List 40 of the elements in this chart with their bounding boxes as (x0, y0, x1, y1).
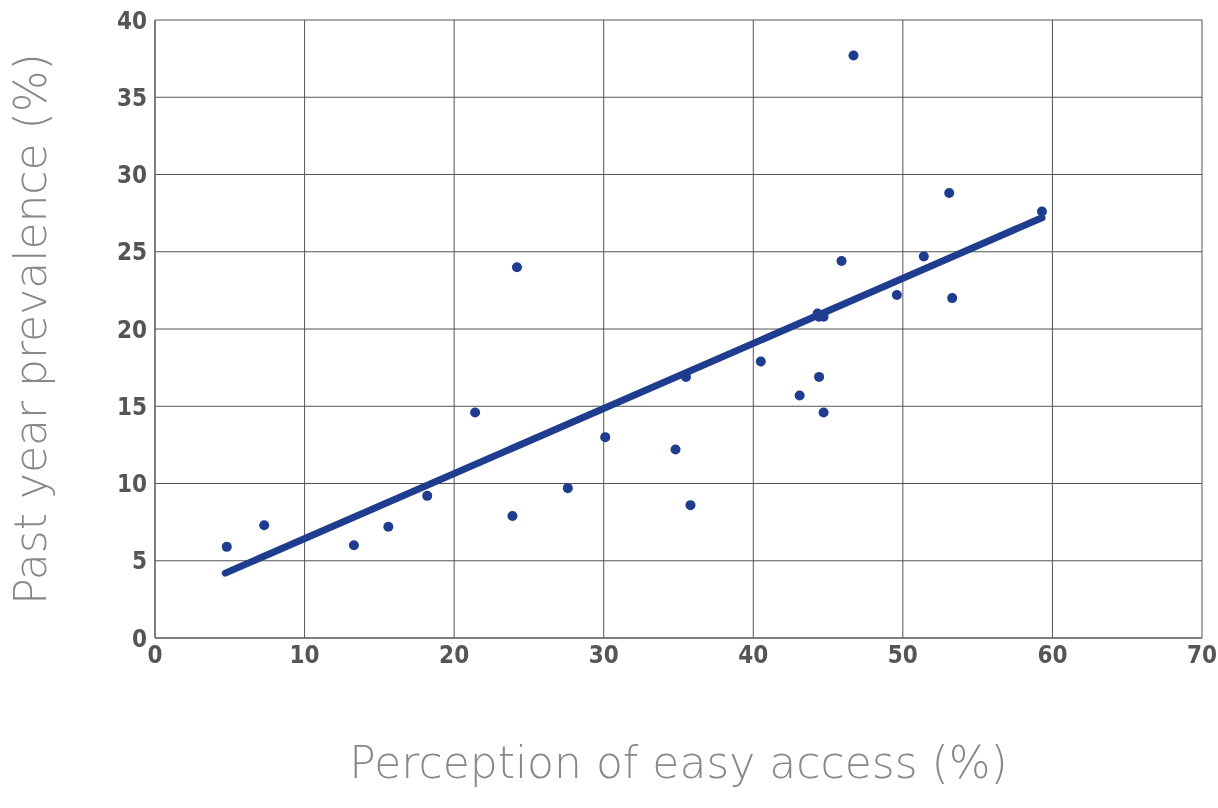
y-tick-label: 40 (116, 6, 147, 35)
point (794, 390, 805, 401)
point (918, 251, 929, 262)
y-axis-title: Past year prevalence (%) (4, 53, 56, 605)
point (348, 540, 359, 551)
x-tick-label: 60 (1037, 641, 1068, 670)
x-tick-label: 30 (588, 641, 619, 670)
y-tick-label: 25 (116, 238, 147, 267)
point (221, 541, 232, 552)
x-tick-label: 10 (289, 641, 320, 670)
point (685, 500, 696, 511)
y-tick-label: 15 (116, 392, 147, 421)
point (814, 371, 825, 382)
point (511, 262, 522, 273)
point (891, 290, 902, 301)
y-tick-label: 35 (116, 83, 147, 112)
y-tick-label: 5 (131, 547, 147, 576)
point (1036, 206, 1047, 217)
point (755, 356, 766, 367)
x-tick-label: 40 (738, 641, 769, 670)
point (383, 521, 394, 532)
point (947, 293, 958, 304)
point (836, 256, 847, 267)
y-tick-label: 10 (116, 470, 147, 499)
y-tick-label: 30 (116, 161, 147, 190)
point (507, 510, 518, 521)
y-tick-label: 20 (116, 315, 147, 344)
point (600, 432, 611, 443)
point (422, 490, 433, 501)
point (944, 188, 955, 199)
point (259, 520, 270, 531)
point (818, 407, 829, 418)
x-tick-label: 20 (439, 641, 470, 670)
x-tick-label: 70 (1186, 641, 1218, 670)
point (848, 50, 859, 61)
point (562, 483, 573, 494)
point (470, 407, 481, 418)
x-axis-title: Perception of easy access (%) (349, 737, 1008, 788)
x-tick-label: 50 (887, 641, 918, 670)
point (670, 444, 681, 455)
